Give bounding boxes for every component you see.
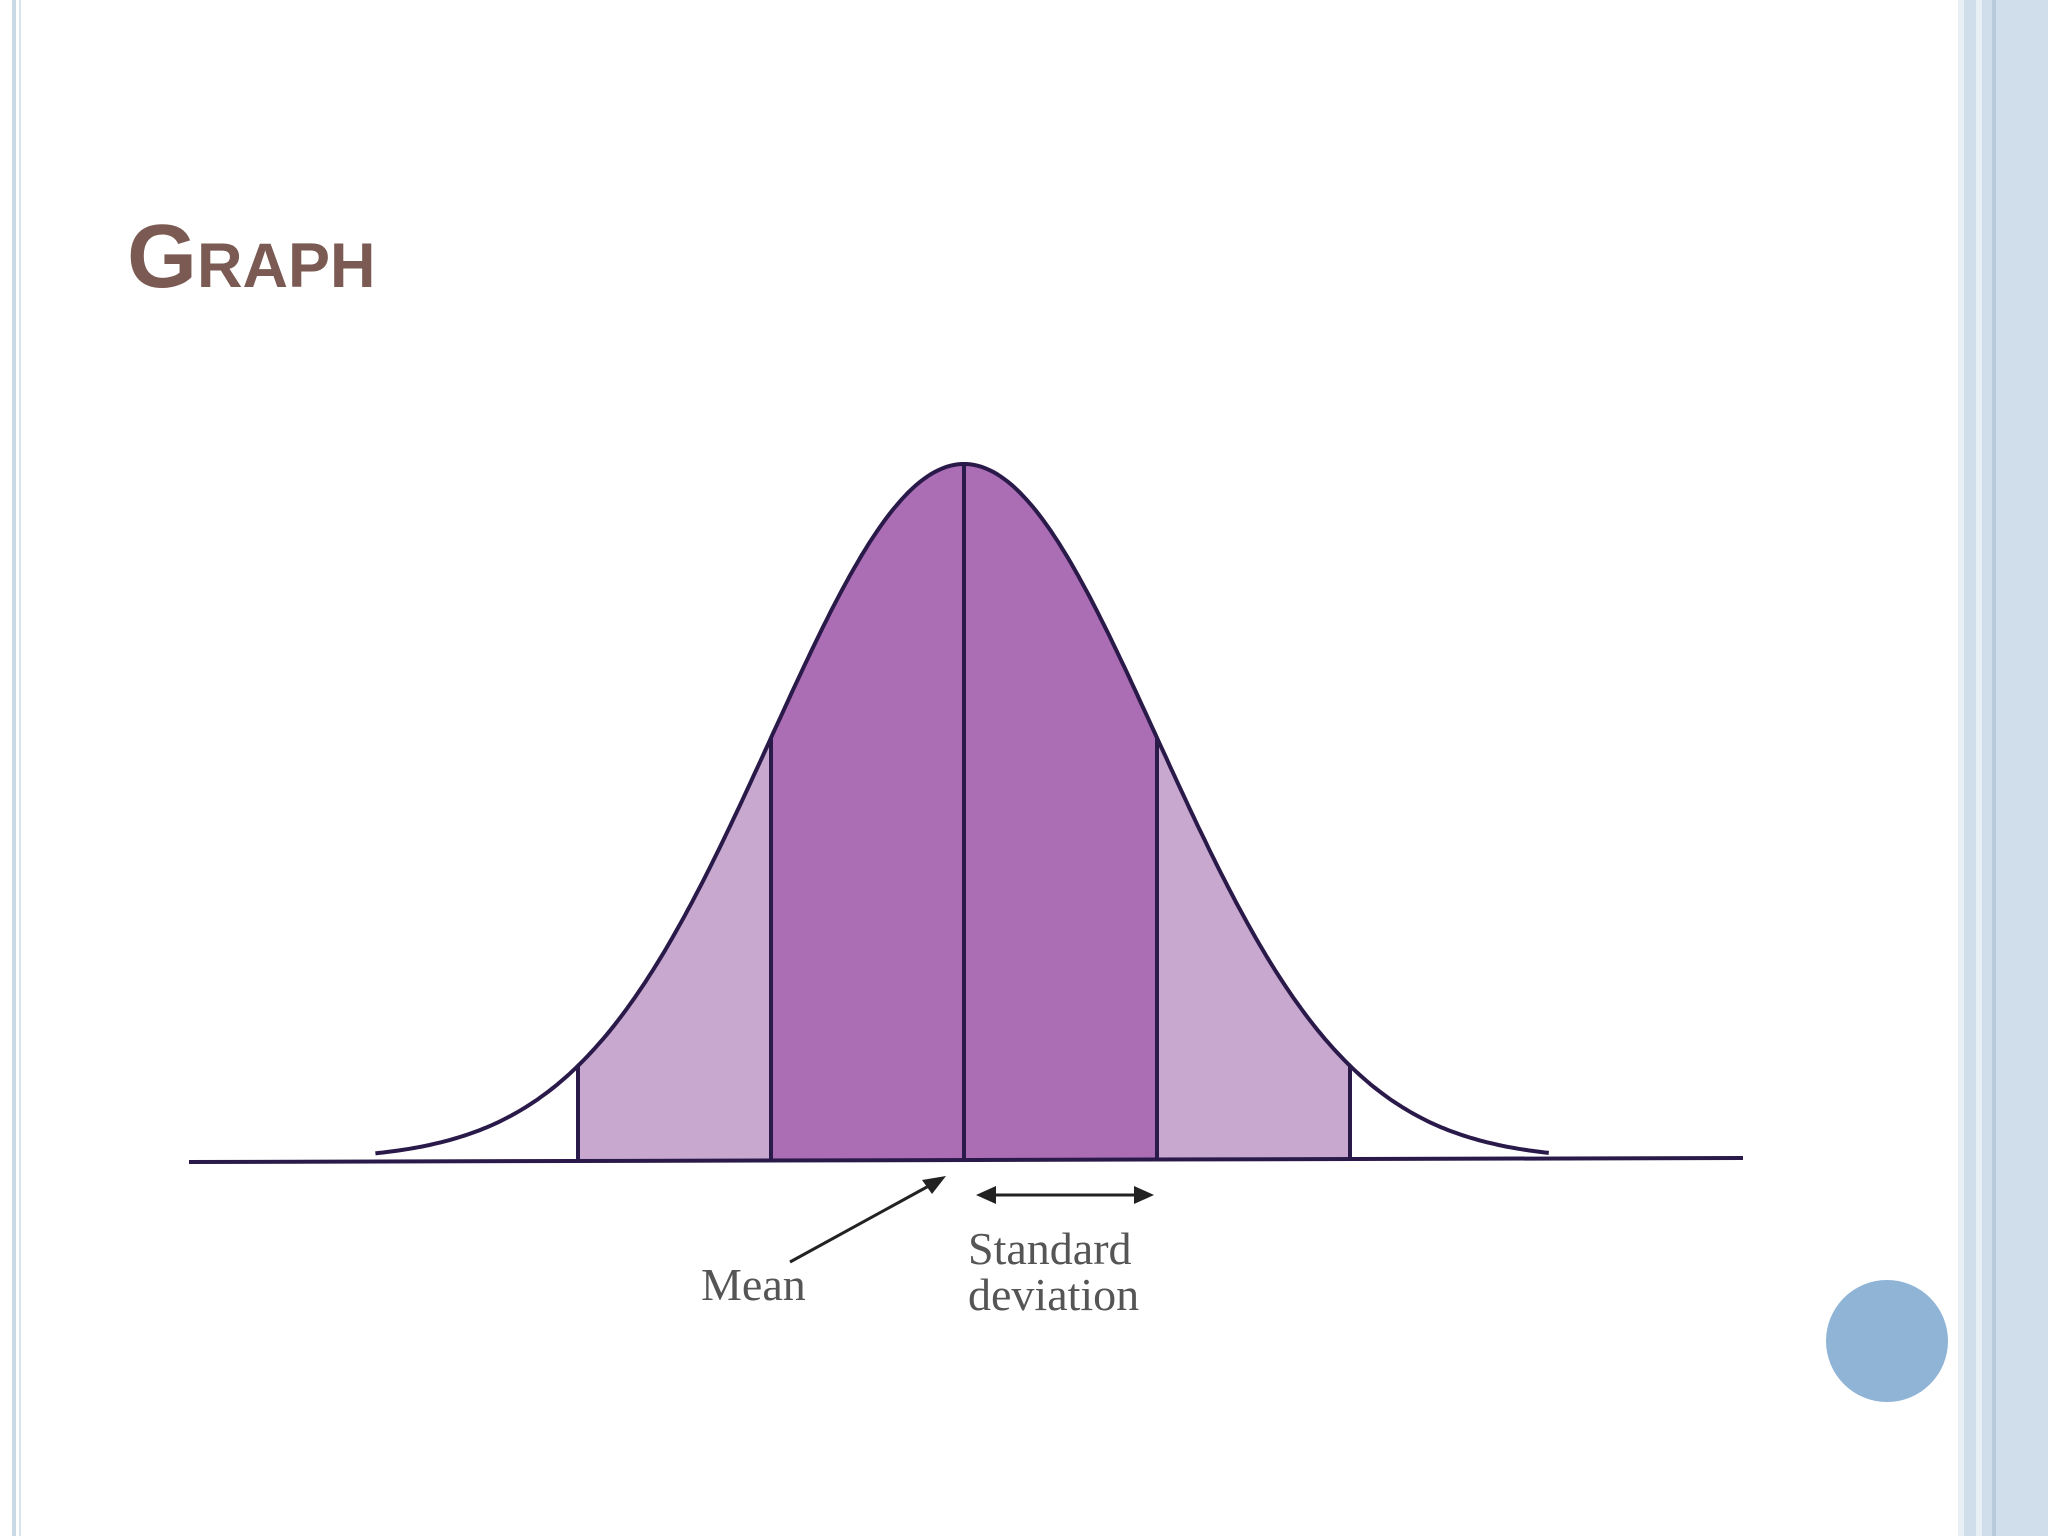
sd-label: Standard [968,1223,1132,1274]
arrow-head [922,1176,946,1194]
arrow-head [1134,1186,1154,1204]
left-border [19,0,21,1536]
right-border [1958,0,1964,1536]
right-border [1958,0,2048,1536]
decor-circle [1826,1280,1948,1402]
arrow-head [976,1186,996,1204]
mean-label: Mean [701,1259,806,1310]
baseline [188,1156,1744,1164]
right-border [1976,0,1982,1536]
right-border [1992,0,1996,1536]
mean-arrow [789,1180,937,1264]
left-border [12,0,16,1536]
sd-label: deviation [968,1269,1139,1320]
slide-title: Graph [127,207,376,307]
normal-curve [188,462,1744,1164]
